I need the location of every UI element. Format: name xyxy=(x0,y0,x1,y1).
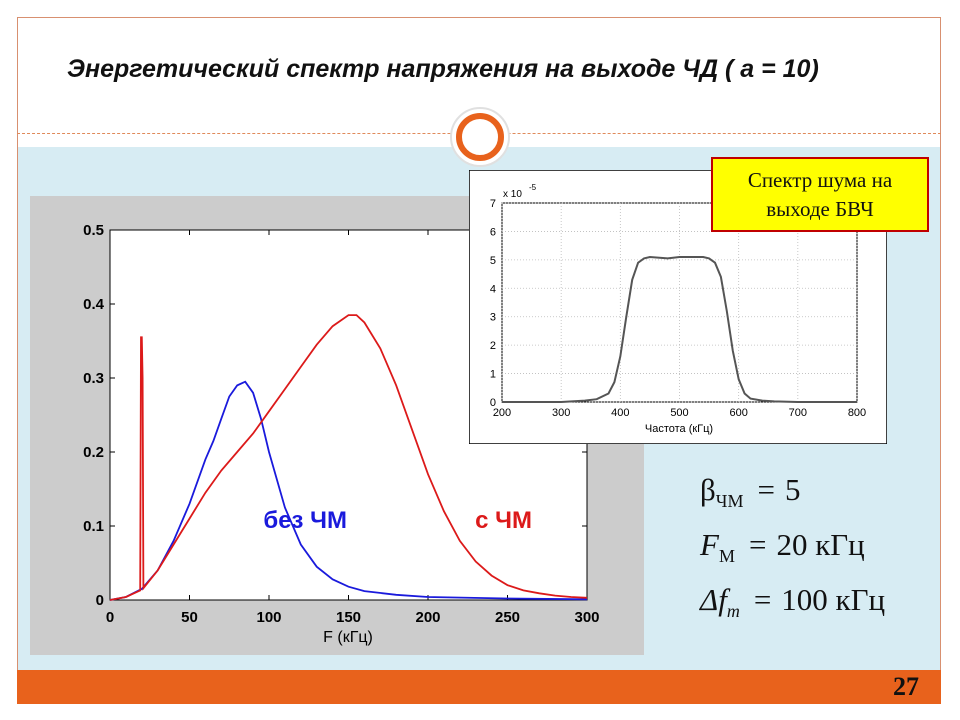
param-value: 5 xyxy=(784,472,801,507)
series-label-fm: с ЧМ xyxy=(475,507,532,534)
inset-y-tick-label: 1 xyxy=(490,369,496,381)
inset-y-tick-label: 4 xyxy=(490,283,496,295)
slide-title: Энергетический спектр напряжения на выхо… xyxy=(67,55,819,83)
param-value: 20 кГц xyxy=(776,527,865,562)
y-tick-label: 0.3 xyxy=(83,370,104,387)
param-equals: = xyxy=(753,582,772,617)
y-tick-label: 0.1 xyxy=(83,518,104,535)
inset-y-tick-label: 3 xyxy=(490,312,496,324)
inset-y-tick-label: 5 xyxy=(490,255,496,267)
inset-x-tick-label: 700 xyxy=(789,407,807,419)
page-number: 27 xyxy=(893,672,919,701)
param-symbol: β xyxy=(700,472,716,507)
footer-bar: 27 xyxy=(17,670,941,704)
param-subscript: m xyxy=(726,601,740,621)
y-tick-label: 0 xyxy=(96,592,104,609)
note-line-2: выходе БВЧ xyxy=(766,197,874,221)
series-line-no-fm xyxy=(109,380,588,601)
param-subscript: ЧМ xyxy=(715,491,744,511)
inset-x-axis-label: Частота (кГц) xyxy=(645,423,713,435)
x-tick-label: 200 xyxy=(415,609,440,626)
param-fm: FМ = 20 кГц xyxy=(700,527,865,566)
inset-x-tick-label: 300 xyxy=(552,407,570,419)
x-tick-label: 0 xyxy=(106,609,114,626)
series-label-no-fm: без ЧМ xyxy=(263,507,347,534)
inset-x-tick-label: 500 xyxy=(670,407,688,419)
param-beta: βЧМ = 5 xyxy=(700,472,801,511)
inset-exponent-label: x 10 xyxy=(503,189,522,200)
inset-y-tick-label: 0 xyxy=(490,397,496,409)
inset-x-tick-label: 600 xyxy=(729,407,747,419)
parameters-block: βЧМ = 5 FМ = 20 кГц Δfm = 100 кГц xyxy=(700,472,940,622)
param-symbol: Δf xyxy=(700,582,727,617)
series-line-fm xyxy=(109,314,588,601)
y-tick-label: 0.5 xyxy=(83,222,104,239)
x-tick-label: 100 xyxy=(256,609,281,626)
noise-note-box: Спектр шума на выходе БВЧ xyxy=(711,157,929,232)
inset-y-tick-label: 6 xyxy=(490,226,496,238)
param-equals: = xyxy=(757,472,775,507)
param-equals: = xyxy=(748,527,767,562)
note-line-1: Спектр шума на xyxy=(747,168,893,192)
param-subscript: М xyxy=(718,546,735,566)
y-tick-label: 0.2 xyxy=(83,444,104,461)
x-tick-label: 300 xyxy=(574,609,599,626)
decorative-ring-icon xyxy=(450,107,510,167)
inset-x-tick-label: 800 xyxy=(848,407,866,419)
inset-y-tick-label: 7 xyxy=(490,198,496,210)
y-tick-label: 0.4 xyxy=(83,296,105,313)
inset-y-tick-label: 2 xyxy=(490,340,496,352)
inset-x-tick-label: 200 xyxy=(493,407,511,419)
x-tick-label: 150 xyxy=(336,609,361,626)
param-symbol: F xyxy=(700,527,719,562)
inset-exponent: -5 xyxy=(529,183,537,192)
inset-series-line xyxy=(502,255,857,403)
inset-x-tick-label: 400 xyxy=(611,407,629,419)
x-tick-label: 50 xyxy=(181,609,198,626)
param-deviation: Δfm = 100 кГц xyxy=(700,582,886,621)
x-axis-label: F (кГц) xyxy=(323,629,373,646)
x-tick-label: 250 xyxy=(495,609,520,626)
param-value: 100 кГц xyxy=(781,582,886,617)
